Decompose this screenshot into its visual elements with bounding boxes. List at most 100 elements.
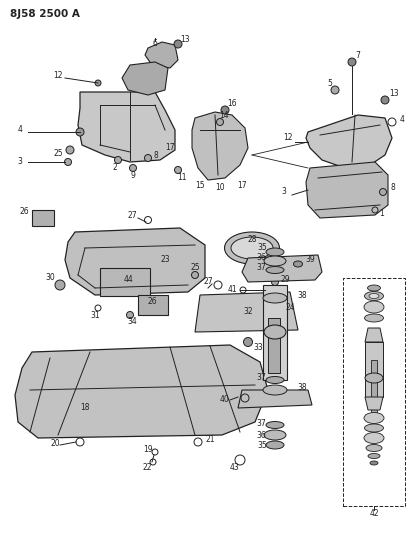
- Polygon shape: [365, 397, 383, 410]
- Circle shape: [217, 118, 224, 125]
- Text: 42: 42: [369, 510, 379, 519]
- Text: 26: 26: [147, 297, 157, 306]
- Ellipse shape: [266, 422, 284, 429]
- Circle shape: [55, 280, 65, 290]
- Text: 36: 36: [256, 431, 266, 440]
- Circle shape: [175, 166, 182, 174]
- Text: 11: 11: [177, 174, 187, 182]
- Text: 34: 34: [127, 318, 137, 327]
- Polygon shape: [145, 42, 178, 68]
- Text: 26: 26: [19, 207, 29, 216]
- Text: 21: 21: [205, 435, 215, 445]
- Text: 35: 35: [257, 440, 267, 449]
- Text: 14: 14: [219, 110, 229, 119]
- Text: 20: 20: [50, 439, 60, 448]
- Text: 38: 38: [297, 292, 307, 301]
- Ellipse shape: [263, 385, 287, 395]
- Text: 9: 9: [131, 172, 136, 181]
- Text: 4: 4: [18, 125, 23, 134]
- Text: 10: 10: [215, 183, 225, 192]
- Circle shape: [145, 155, 152, 161]
- Text: 13: 13: [180, 36, 190, 44]
- Text: 1: 1: [380, 209, 384, 219]
- Circle shape: [192, 271, 199, 279]
- Text: 30: 30: [45, 273, 55, 282]
- Circle shape: [348, 58, 356, 66]
- Polygon shape: [122, 62, 168, 95]
- Ellipse shape: [293, 261, 302, 267]
- Text: 7: 7: [356, 52, 360, 61]
- Text: 8J58 2500 A: 8J58 2500 A: [10, 9, 80, 19]
- Text: 22: 22: [142, 464, 152, 472]
- Circle shape: [272, 279, 279, 286]
- Ellipse shape: [365, 292, 383, 301]
- Text: 13: 13: [389, 90, 399, 99]
- Circle shape: [174, 40, 182, 48]
- Text: 8: 8: [390, 183, 395, 192]
- Text: 3: 3: [18, 157, 23, 166]
- Text: 33: 33: [253, 343, 263, 352]
- Polygon shape: [306, 162, 388, 218]
- Text: 16: 16: [227, 100, 237, 109]
- Circle shape: [65, 158, 72, 166]
- Text: 32: 32: [243, 308, 253, 317]
- Text: 5: 5: [328, 78, 332, 87]
- Polygon shape: [65, 228, 205, 295]
- Bar: [100, 268, 150, 296]
- Circle shape: [381, 96, 389, 104]
- Text: 37: 37: [256, 418, 266, 427]
- Text: 3: 3: [282, 188, 286, 197]
- Ellipse shape: [366, 445, 382, 451]
- Polygon shape: [78, 92, 175, 162]
- Ellipse shape: [231, 237, 273, 259]
- Ellipse shape: [364, 413, 384, 424]
- Bar: [138, 295, 168, 315]
- Ellipse shape: [263, 293, 287, 303]
- Text: 25: 25: [190, 263, 200, 272]
- Text: 17: 17: [165, 143, 175, 152]
- Text: 39: 39: [305, 255, 315, 264]
- Text: 2: 2: [113, 164, 118, 173]
- Ellipse shape: [364, 432, 384, 443]
- Circle shape: [66, 146, 74, 154]
- Polygon shape: [192, 112, 248, 180]
- Text: 15: 15: [195, 181, 205, 190]
- Text: 37: 37: [256, 374, 266, 383]
- Bar: [268, 318, 280, 373]
- Ellipse shape: [365, 373, 383, 383]
- Text: 12: 12: [283, 133, 293, 142]
- Text: 18: 18: [80, 403, 90, 413]
- Ellipse shape: [367, 285, 381, 291]
- Ellipse shape: [264, 325, 286, 339]
- Text: 27: 27: [203, 278, 213, 287]
- Text: 12: 12: [53, 71, 63, 80]
- Polygon shape: [242, 255, 322, 282]
- Text: 38: 38: [297, 384, 307, 392]
- Polygon shape: [365, 328, 383, 342]
- Bar: [263, 285, 287, 380]
- Ellipse shape: [370, 461, 378, 465]
- Ellipse shape: [266, 266, 284, 273]
- Ellipse shape: [364, 301, 384, 313]
- Text: 35: 35: [257, 244, 267, 253]
- Ellipse shape: [264, 256, 286, 266]
- Text: 23: 23: [160, 255, 170, 264]
- Circle shape: [76, 128, 84, 136]
- Circle shape: [115, 157, 122, 164]
- Polygon shape: [195, 292, 298, 332]
- Text: 37: 37: [256, 263, 266, 272]
- Polygon shape: [306, 115, 392, 168]
- Text: 6: 6: [152, 39, 157, 49]
- Circle shape: [331, 86, 339, 94]
- Bar: [32, 210, 54, 226]
- Text: 4: 4: [399, 116, 404, 125]
- Bar: [371, 360, 377, 415]
- Text: 27: 27: [127, 212, 137, 221]
- Circle shape: [379, 189, 386, 196]
- Ellipse shape: [365, 424, 383, 432]
- Ellipse shape: [365, 314, 383, 322]
- Text: 44: 44: [123, 276, 133, 285]
- Text: 36: 36: [256, 254, 266, 262]
- Text: 24: 24: [285, 303, 295, 312]
- Bar: [365, 342, 383, 397]
